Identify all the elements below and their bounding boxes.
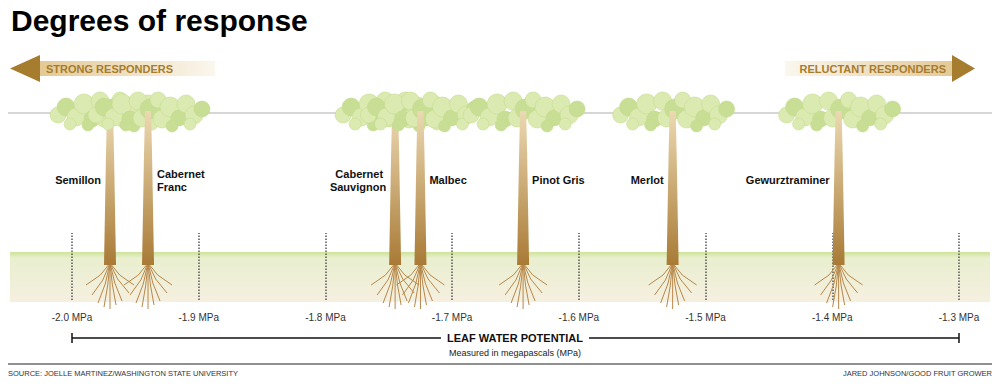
svg-text:Degrees of response: Degrees of response <box>11 4 308 37</box>
svg-text:-1.7 MPa: -1.7 MPa <box>432 312 473 323</box>
svg-text:STRONG RESPONDERS: STRONG RESPONDERS <box>46 63 173 75</box>
svg-text:-2.0 MPa: -2.0 MPa <box>52 312 93 323</box>
svg-text:Measured in megapascals (MPa): Measured in megapascals (MPa) <box>449 348 581 358</box>
svg-text:-1.9 MPa: -1.9 MPa <box>178 312 219 323</box>
svg-text:Cabernet: Cabernet <box>335 168 386 180</box>
svg-text:-1.3 MPa: -1.3 MPa <box>939 312 980 323</box>
svg-text:JARED JOHNSON/GOOD FRUIT GROWE: JARED JOHNSON/GOOD FRUIT GROWER <box>843 369 993 378</box>
svg-text:SOURCE: JOELLE MARTINEZ/WASHIN: SOURCE: JOELLE MARTINEZ/WASHINGTON STATE… <box>8 369 238 378</box>
svg-text:Franc: Franc <box>157 181 187 193</box>
svg-text:Merlot: Merlot <box>631 174 664 186</box>
svg-text:Gewurztraminer: Gewurztraminer <box>746 174 830 186</box>
svg-text:Semillon: Semillon <box>55 174 101 186</box>
svg-text:Malbec: Malbec <box>429 174 466 186</box>
svg-text:Sauvignon: Sauvignon <box>330 181 387 193</box>
svg-text:RELUCTANT RESPONDERS: RELUCTANT RESPONDERS <box>800 63 946 75</box>
svg-text:Cabernet: Cabernet <box>157 168 208 180</box>
svg-text:Pinot Gris: Pinot Gris <box>532 174 585 186</box>
svg-text:-1.6 MPa: -1.6 MPa <box>559 312 600 323</box>
svg-text:-1.5 MPa: -1.5 MPa <box>685 312 726 323</box>
svg-text:LEAF WATER POTENTIAL: LEAF WATER POTENTIAL <box>447 332 583 344</box>
svg-text:-1.4 MPa: -1.4 MPa <box>812 312 853 323</box>
svg-text:-1.8 MPa: -1.8 MPa <box>305 312 346 323</box>
